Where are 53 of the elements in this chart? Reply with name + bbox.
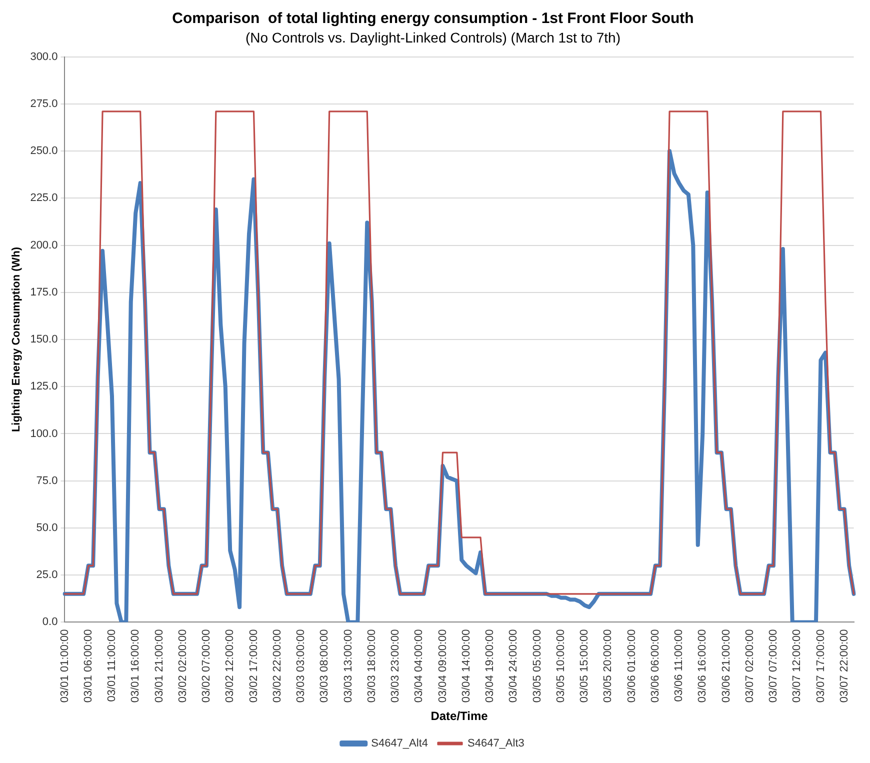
x-tick-label: 03/07 12:00:00 <box>791 629 804 703</box>
y-axis-title: Lighting Energy Consumption (Wh) <box>10 246 23 432</box>
x-tick-label: 03/06 06:00:00 <box>649 629 662 703</box>
x-tick-label: 03/05 05:00:00 <box>531 629 544 703</box>
x-tick-label: 03/06 11:00:00 <box>673 629 686 702</box>
x-tick-label: 03/05 15:00:00 <box>578 629 591 703</box>
x-tick-label: 03/03 13:00:00 <box>342 629 354 703</box>
x-tick-label: 03/01 01:00:00 <box>58 629 71 703</box>
x-tick-label: 03/05 20:00:00 <box>602 629 614 703</box>
y-tick-label: 175.0 <box>30 286 58 298</box>
x-tick-label: 03/02 22:00:00 <box>271 629 284 703</box>
x-tick-label: 03/06 01:00:00 <box>626 629 638 703</box>
y-tick-label: 25.0 <box>36 569 58 582</box>
x-tick-label: 03/02 02:00:00 <box>176 629 189 703</box>
x-tick-label: 03/04 19:00:00 <box>484 629 496 703</box>
x-tick-label: 03/01 06:00:00 <box>82 629 94 703</box>
x-tick-label: 03/03 23:00:00 <box>390 629 402 703</box>
x-tick-label: 03/01 16:00:00 <box>130 629 142 703</box>
x-tick-label: 03/02 12:00:00 <box>224 629 236 703</box>
x-tick-label: 03/07 07:00:00 <box>768 629 780 703</box>
y-tick-label: 150.0 <box>30 334 58 346</box>
chart-title: Comparison of total lighting energy consumption - 1st Front Floor South <box>172 10 694 28</box>
y-tick-label: 75.0 <box>36 474 58 487</box>
x-tick-label: 03/03 08:00:00 <box>318 629 331 703</box>
x-tick-label: 03/07 22:00:00 <box>838 629 850 703</box>
y-tick-label: 225.0 <box>30 192 58 204</box>
y-tick-label: 0.0 <box>42 616 58 628</box>
y-tick-label: 200.0 <box>30 239 58 252</box>
y-tick-label: 125.0 <box>30 380 58 393</box>
x-tick-label: 03/04 04:00:00 <box>413 629 426 703</box>
x-tick-label: 03/03 18:00:00 <box>366 629 378 703</box>
x-tick-label: 03/01 21:00:00 <box>153 629 166 703</box>
legend-label: S4647_Alt4 <box>371 738 428 750</box>
x-tick-label: 03/04 14:00:00 <box>460 629 472 703</box>
x-tick-label: 03/02 07:00:00 <box>200 629 213 703</box>
x-tick-label: 03/01 11:00:00 <box>106 629 118 702</box>
x-tick-label: 03/04 24:00:00 <box>508 629 520 703</box>
x-tick-label: 03/05 10:00:00 <box>554 629 567 703</box>
y-tick-label: 250.0 <box>30 145 58 158</box>
x-tick-label: 03/03 03:00:00 <box>295 629 308 703</box>
x-axis-title: Date/Time <box>430 709 488 724</box>
x-tick-label: 03/06 21:00:00 <box>720 629 732 703</box>
chart-subtitle: (No Controls vs. Daylight-Linked Controls) (March 1st to 7th) <box>245 29 621 46</box>
x-tick-label: 03/06 16:00:00 <box>696 629 709 703</box>
x-tick-label: 03/07 02:00:00 <box>744 629 756 703</box>
x-tick-label: 03/04 09:00:00 <box>436 629 449 703</box>
y-tick-label: 300.0 <box>30 50 58 63</box>
y-tick-label: 50.0 <box>36 522 58 534</box>
y-tick-label: 100.0 <box>30 428 58 440</box>
y-tick-label: 275.0 <box>30 98 58 110</box>
x-tick-label: 03/02 17:00:00 <box>248 629 260 703</box>
legend-label: S4647_Alt3 <box>468 738 524 750</box>
x-tick-label: 03/07 17:00:00 <box>814 629 827 703</box>
